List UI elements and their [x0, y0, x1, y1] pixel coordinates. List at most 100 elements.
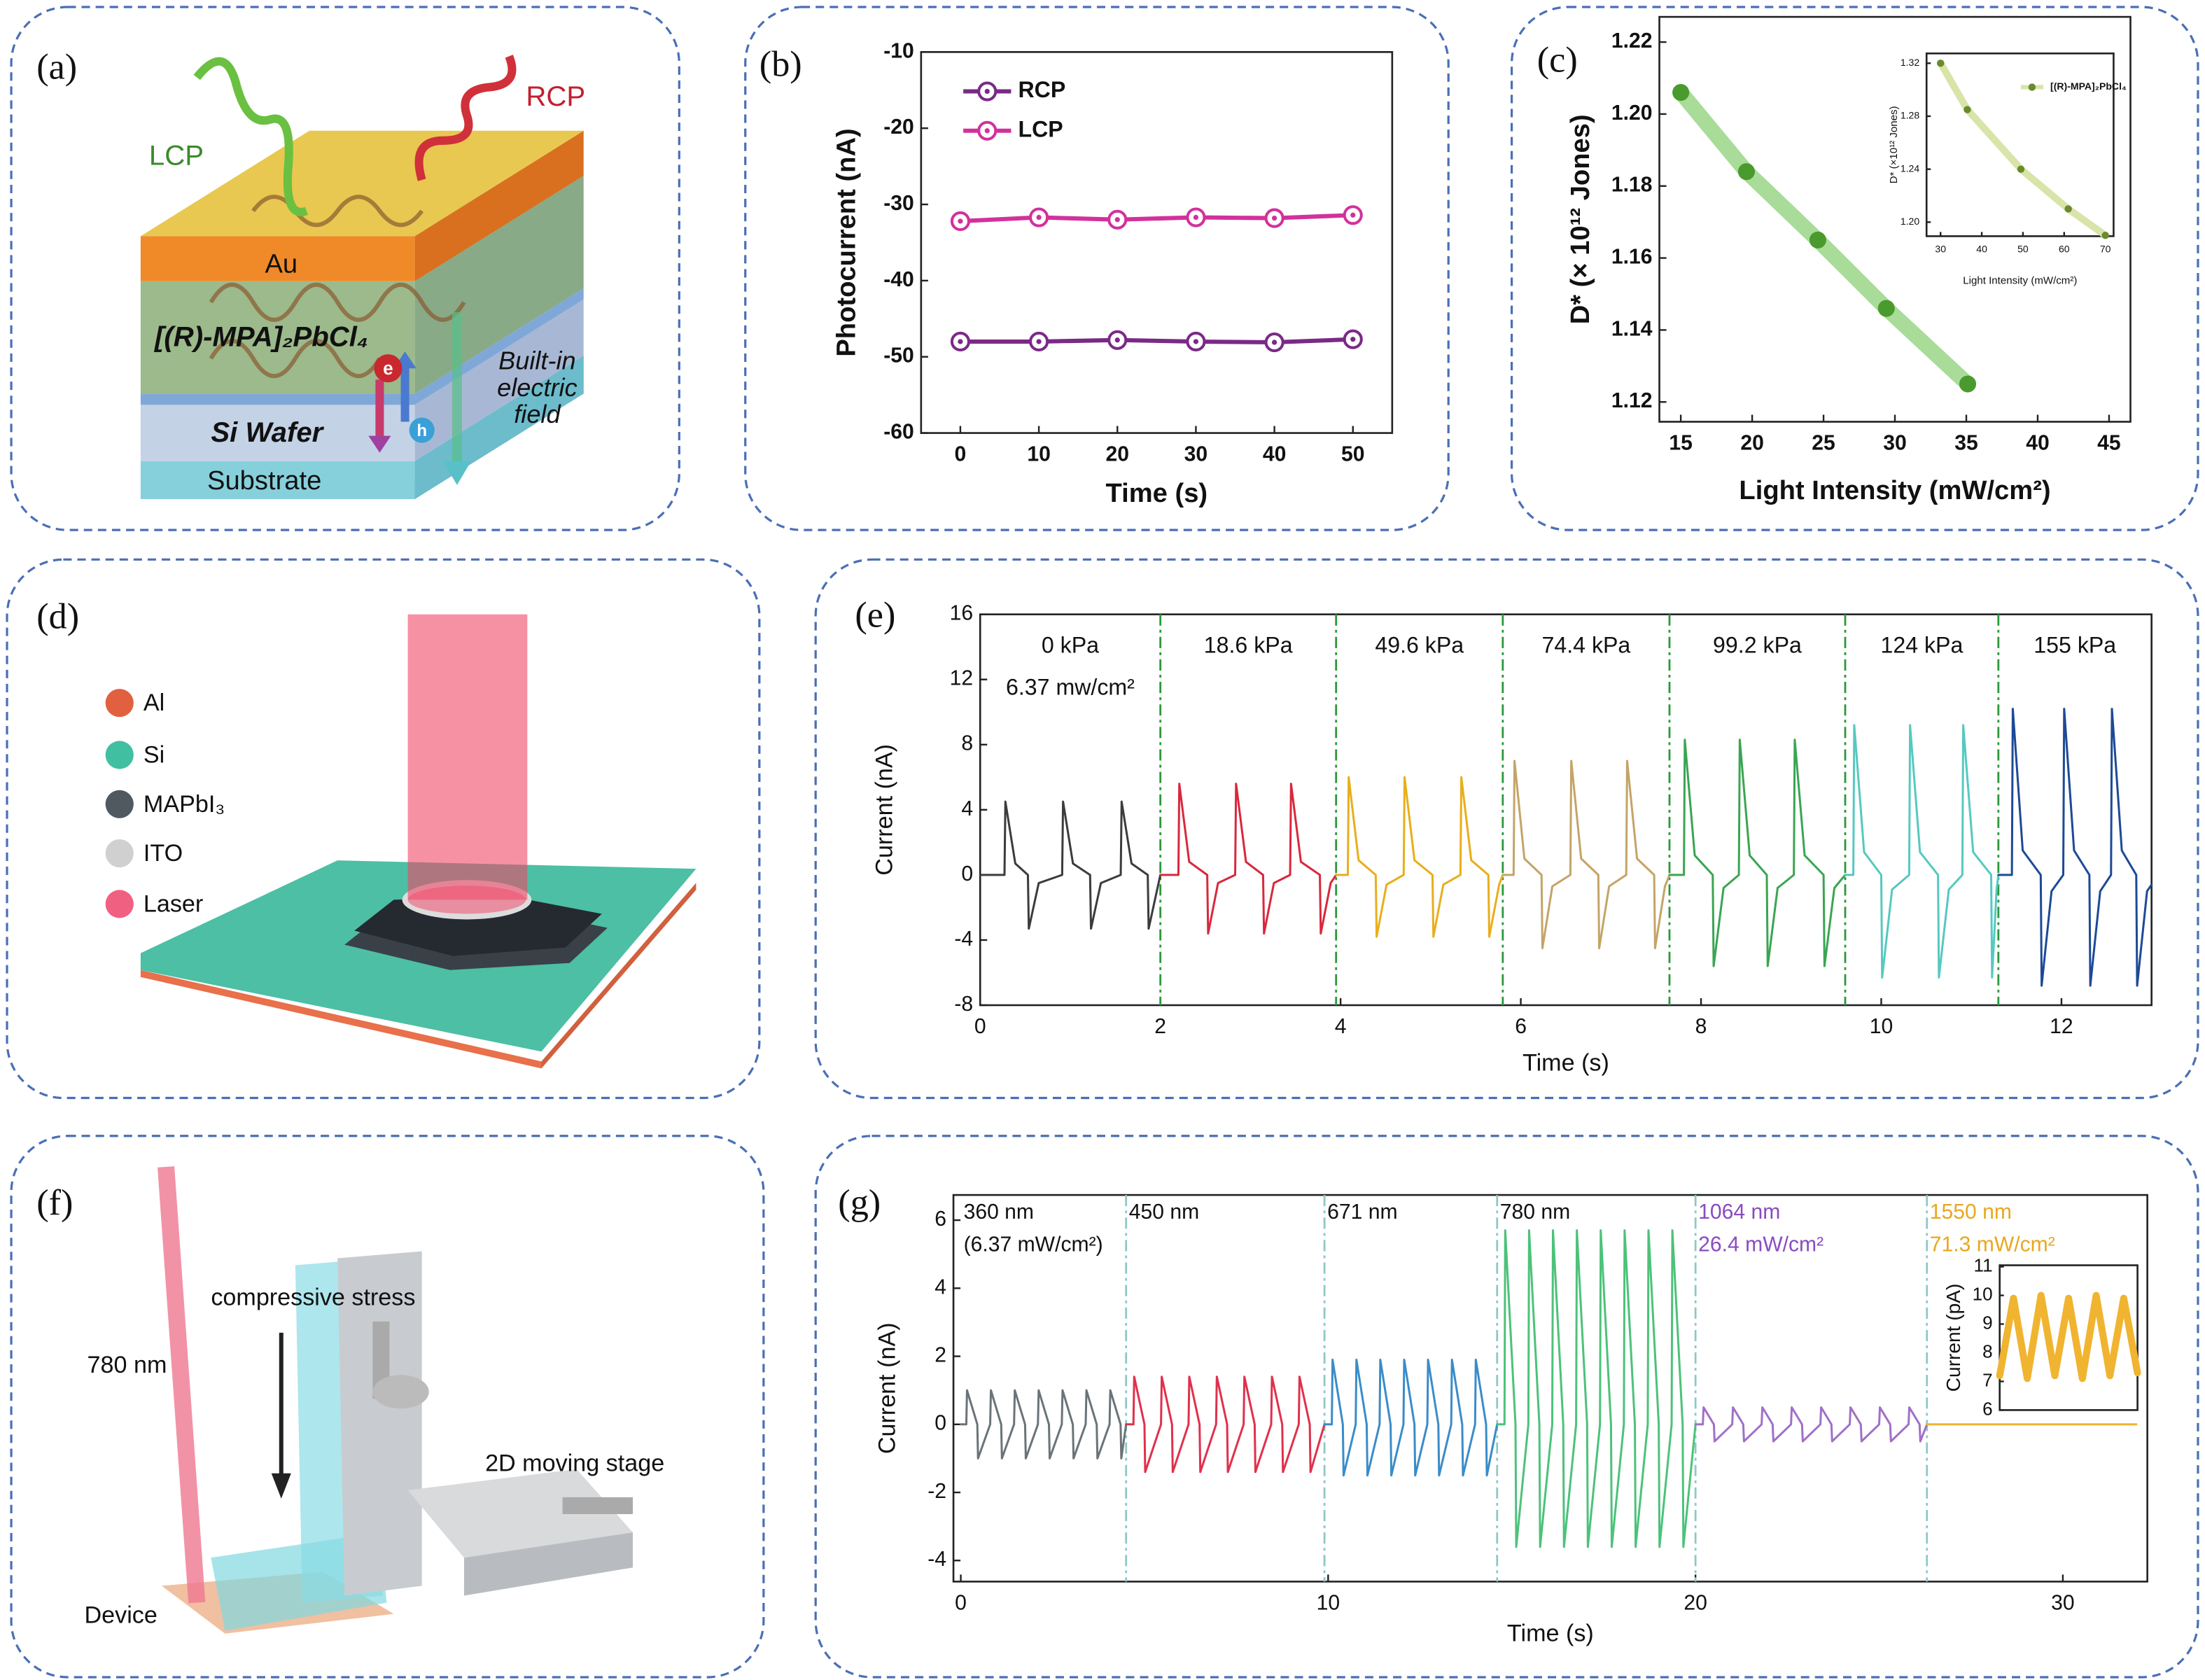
panel-label: (c) [1537, 39, 1578, 80]
au-layer [140, 236, 415, 281]
field-label: Built-in [498, 346, 575, 375]
device-label: Device [85, 1602, 158, 1629]
x-tick-label: 0 [955, 1592, 967, 1615]
stress-label: compressive stress [211, 1284, 415, 1311]
x-tick-label: 20 [1740, 432, 1764, 455]
y-tick-label: -20 [883, 115, 914, 139]
panel-frame [744, 6, 1450, 531]
legend-dot [105, 741, 134, 769]
marker-dot [958, 339, 963, 344]
x-axis-label: Time (s) [1106, 478, 1208, 508]
panel-frame [10, 1135, 765, 1679]
y-axis-label: Current (pA) [1942, 1284, 1964, 1392]
marker-dot [958, 218, 963, 224]
segment-annotation: 6.37 mw/cm² [1006, 675, 1135, 700]
segment-label: 49.6 kPa [1375, 632, 1464, 657]
marker-dot [1271, 215, 1278, 221]
x-tick-label: 15 [1669, 432, 1693, 455]
panel-frames [6, 6, 2199, 1679]
panel-label: (e) [855, 595, 895, 636]
marker [1937, 59, 1945, 67]
series-line [1323, 1358, 1499, 1477]
x-axis-label: Time (s) [1522, 1049, 1609, 1076]
legend-label: LCP [1018, 116, 1063, 141]
series-line [1125, 1376, 1326, 1474]
y-tick-label: -50 [883, 344, 914, 368]
rcp-label: RCP [526, 80, 585, 112]
wafer-label: Si Wafer [211, 416, 324, 448]
legend-marker [2028, 83, 2036, 91]
helix [251, 195, 424, 227]
x-tick-label: 40 [2026, 432, 2050, 455]
field-arrow-head [442, 461, 471, 485]
y-tick-label: 12 [950, 667, 974, 690]
marker-dot [1193, 214, 1199, 220]
y-tick-label: -8 [954, 993, 973, 1016]
series-line [1996, 1292, 2141, 1382]
segment-label: 1550 nm [1930, 1200, 2012, 1224]
series-line [960, 1389, 1128, 1460]
wafer-layer [140, 405, 415, 461]
series-line [958, 213, 1355, 223]
panel-a: (a) e h LCP RCP Au [(R)-MPA]₂PbCl₄ Si Wa… [36, 46, 585, 499]
marker-dot [1114, 337, 1120, 343]
x-tick-label: 4 [1335, 1015, 1347, 1038]
electron-label: e [383, 358, 393, 379]
legend-dot [105, 790, 134, 818]
laser-beam [158, 1166, 206, 1604]
y-tick-label: 1.16 [1611, 246, 1653, 269]
stage-front [463, 1532, 634, 1596]
series-line [1668, 738, 1847, 967]
segment-annotation: 26.4 mW/cm² [1698, 1233, 1823, 1256]
plot-frame [1925, 52, 2115, 237]
legend-dot [105, 839, 134, 868]
au-side [414, 130, 584, 281]
series-line [1502, 760, 1671, 950]
au-top [140, 130, 584, 237]
panel-label: (g) [838, 1182, 881, 1223]
legend-label: MAPbI₃ [144, 791, 225, 818]
legend-dot [105, 890, 134, 918]
x-axis-label: Light Intensity (mW/cm²) [1963, 275, 2077, 287]
segment-label: 124 kPa [1880, 632, 1963, 657]
hole [409, 417, 435, 443]
y-axis-label: Current (nA) [872, 744, 898, 876]
stage-base [407, 1469, 634, 1558]
marker [2017, 165, 2025, 173]
marker [1959, 375, 1977, 393]
x-tick-label: 70 [2100, 243, 2111, 254]
legend-label: ITO [144, 840, 183, 867]
x-tick-label: 50 [1341, 443, 1365, 466]
series-line [958, 337, 1355, 345]
panel-label: (d) [36, 596, 79, 637]
y-tick-label: 1.28 [1900, 110, 1920, 121]
panel-frame [814, 558, 2199, 1100]
laser-spot [407, 886, 526, 914]
y-tick-label: 1.20 [1900, 216, 1920, 227]
legend-marker-dot [984, 88, 990, 94]
plot-frame [952, 1194, 2148, 1583]
lcp-wave [193, 57, 309, 216]
helix [209, 282, 466, 322]
substrate-label: Substrate [207, 465, 321, 496]
segment-annotation: 71.3 mW/cm² [1930, 1233, 2055, 1256]
panel-frame [814, 1135, 2199, 1679]
segment-label: 155 kPa [2033, 632, 2116, 657]
lcp-label: LCP [149, 140, 204, 172]
y-tick-label: 9 [1982, 1312, 1993, 1333]
segment-label: 1064 nm [1698, 1200, 1780, 1224]
x-tick-label: 12 [2050, 1015, 2073, 1038]
marker [2101, 232, 2109, 239]
x-tick-label: 10 [1317, 1592, 1340, 1615]
x-tick-label: 20 [1684, 1592, 1707, 1615]
y-tick-label: 4 [961, 797, 973, 820]
perovskite-label: [(R)-MPA]₂PbCl₄ [153, 321, 368, 353]
marker [1672, 84, 1690, 102]
y-tick-label: -40 [883, 268, 914, 291]
x-tick-label: 10 [1027, 443, 1051, 466]
legend-label: RCP [1018, 77, 1065, 102]
y-tick-label: 6 [1982, 1398, 1993, 1419]
stress-arrow-head [271, 1473, 291, 1499]
helices [209, 195, 466, 379]
